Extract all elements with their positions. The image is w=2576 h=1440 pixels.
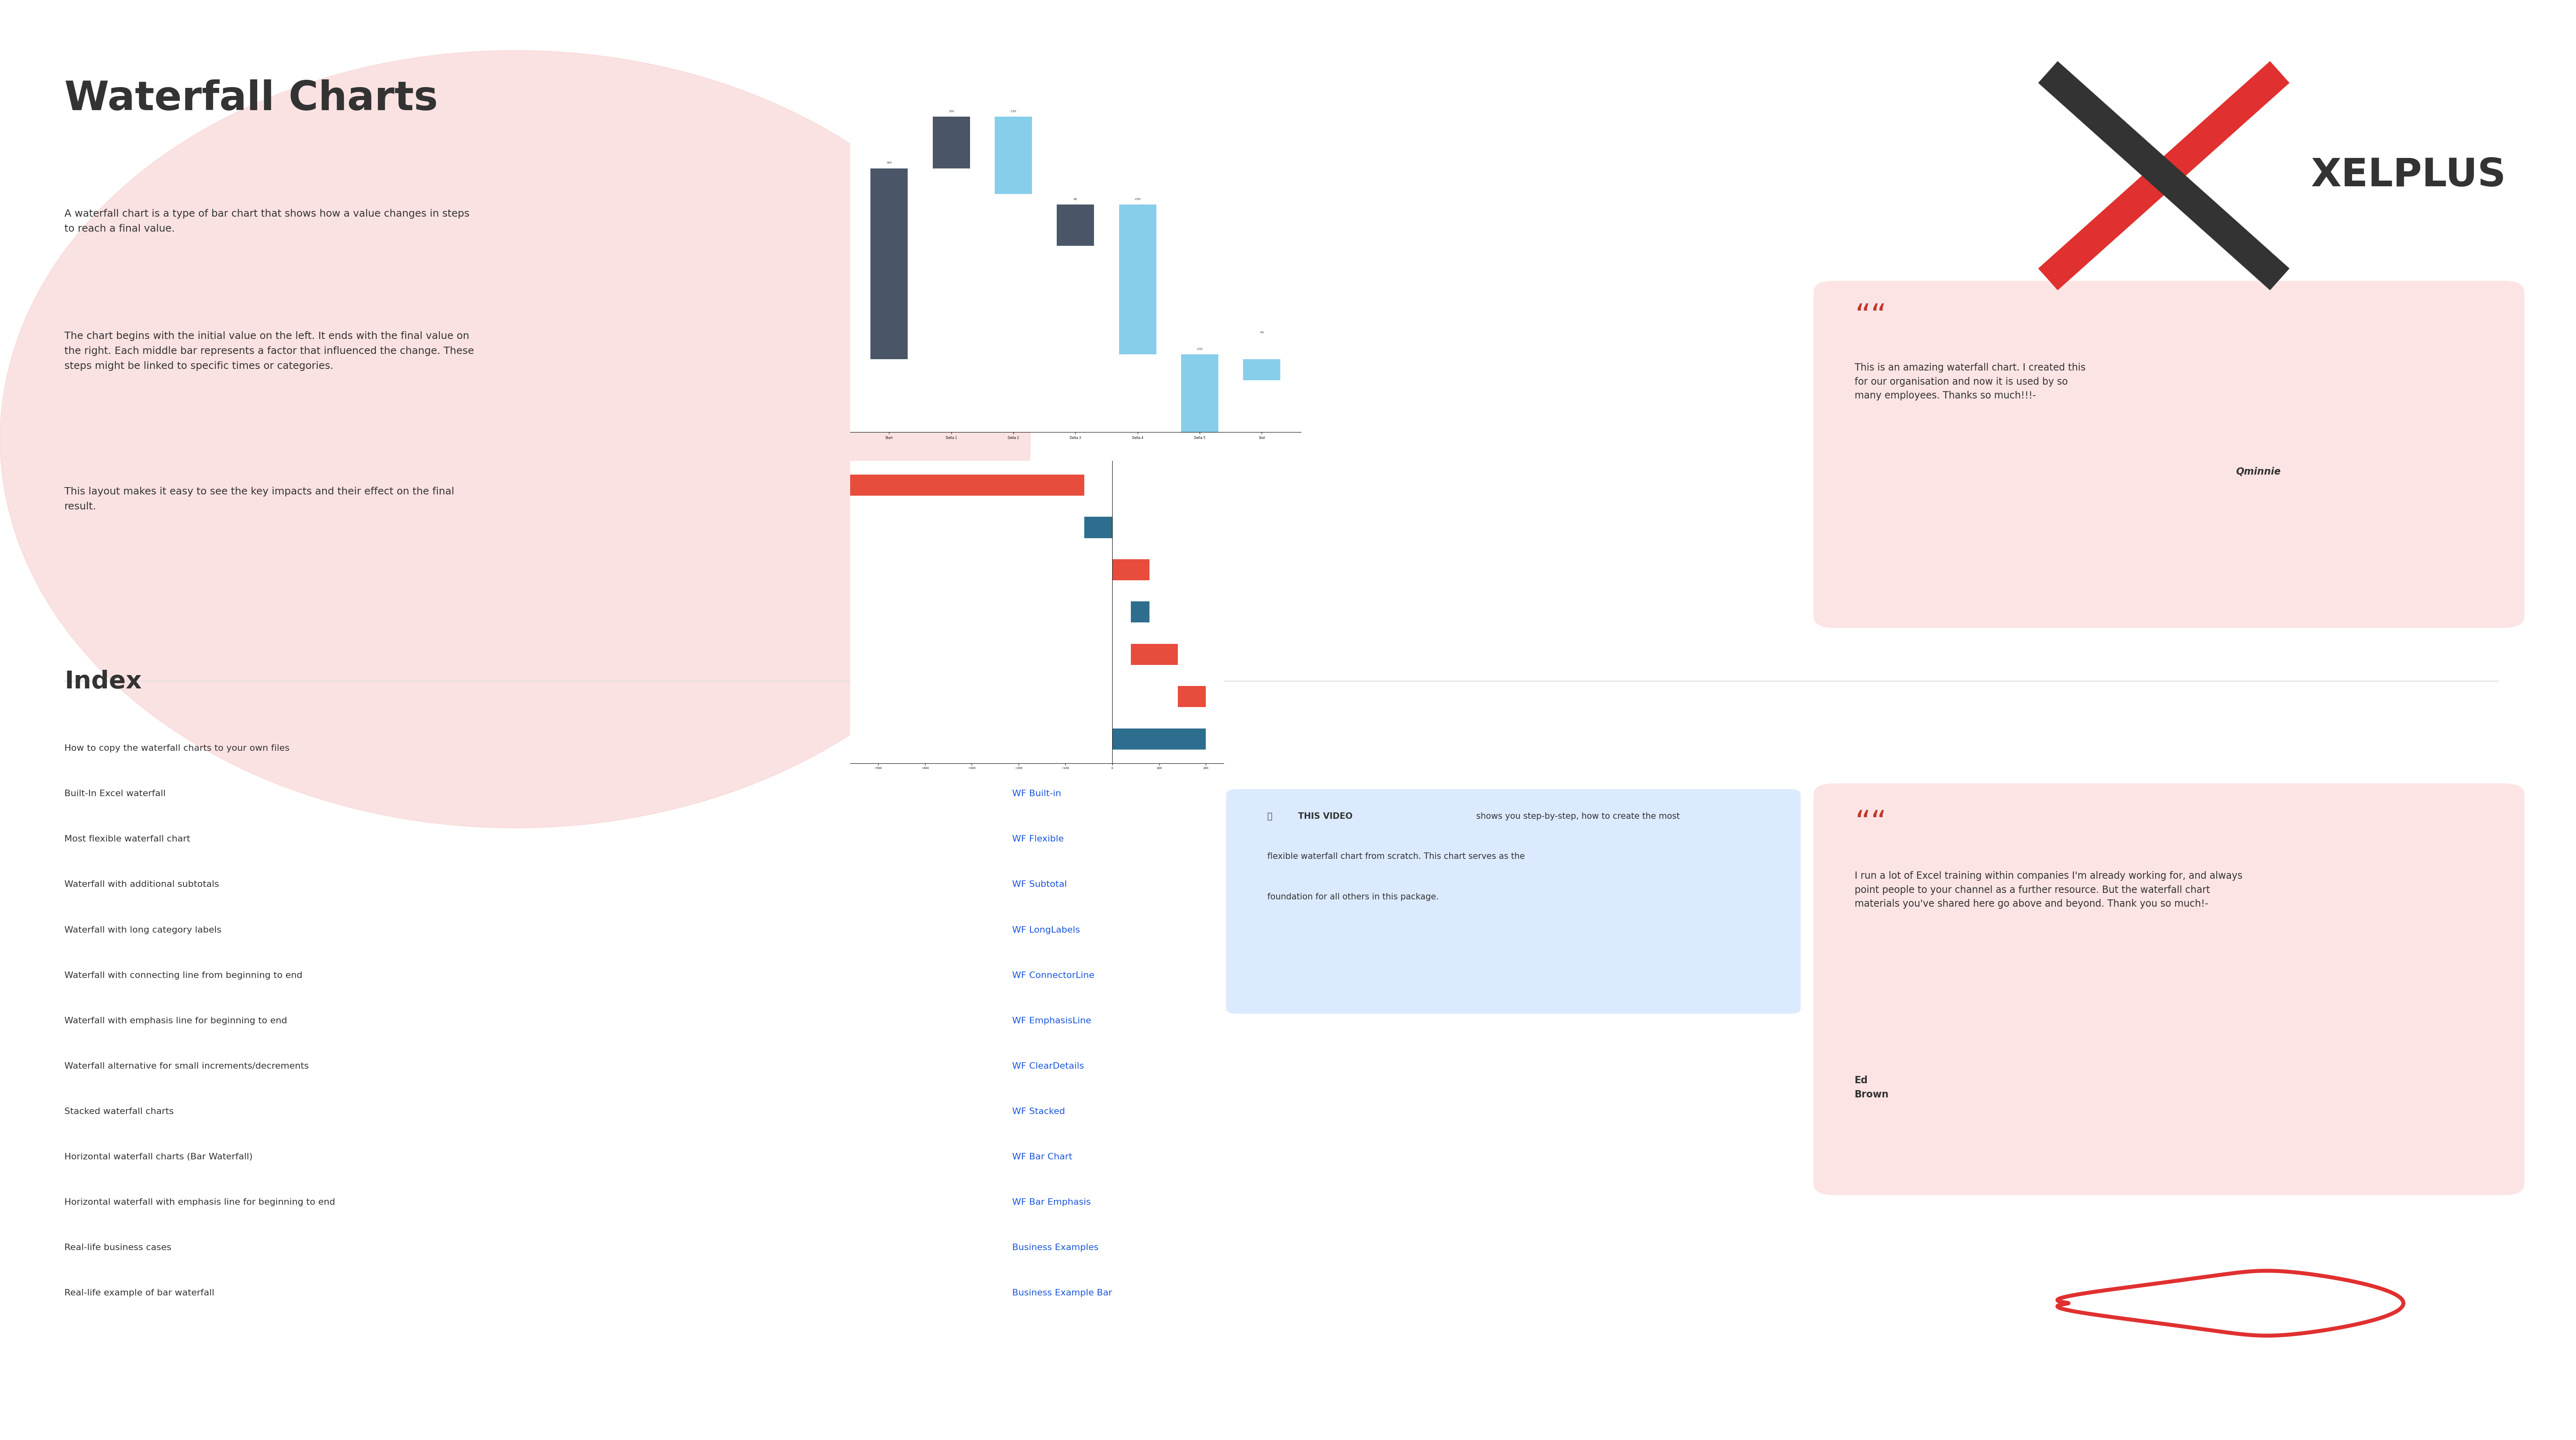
FancyBboxPatch shape [1226,789,1801,1014]
Text: Real-life example of bar waterfall: Real-life example of bar waterfall [64,1289,214,1297]
Text: shows you step-by-step, how to create the most: shows you step-by-step, how to create th… [1473,812,1680,821]
Bar [933,117,971,168]
Text: The chart begins with the initial value on the left. It ends with the final valu: The chart begins with the initial value … [64,331,474,372]
Text: WF Flexible: WF Flexible [1012,835,1064,844]
Text: Waterfall alternative for small increments/decrements: Waterfall alternative for small incremen… [64,1063,309,1070]
Text: Waterfall with additional subtotals: Waterfall with additional subtotals [64,880,219,888]
Text: This is an amazing waterfall chart. I created this
for our organisation and now : This is an amazing waterfall chart. I cr… [1855,363,2087,400]
Text: Waterfall with emphasis line for beginning to end: Waterfall with emphasis line for beginni… [64,1017,286,1025]
Text: Ed
Brown: Ed Brown [1855,1076,1888,1099]
Bar [871,168,907,359]
Text: flexible waterfall chart from scratch. This chart serves as the: flexible waterfall chart from scratch. T… [1267,852,1525,861]
Text: How To: How To [1012,744,1043,753]
Text: -150: -150 [1010,109,1018,112]
Text: WF Built-in: WF Built-in [1012,789,1061,798]
Text: WF ClearDetails: WF ClearDetails [1012,1063,1084,1070]
Text: 369: 369 [886,161,891,164]
Text: 80: 80 [1074,197,1077,200]
Text: foundation for all others in this package.: foundation for all others in this packag… [1267,893,1440,901]
Text: THIS VIDEO: THIS VIDEO [1298,812,1352,821]
Text: Index: Index [64,670,142,694]
Text: This layout makes it easy to see the key impacts and their effect on the final
r: This layout makes it easy to see the key… [64,487,453,511]
Bar [994,117,1033,194]
Text: XELPLUS: XELPLUS [2311,157,2506,194]
Text: Most flexible waterfall chart: Most flexible waterfall chart [64,835,191,844]
FancyBboxPatch shape [1814,281,2524,628]
Bar [1244,359,1280,380]
Bar [850,475,1084,495]
Text: -150: -150 [1195,348,1203,350]
Text: WF Bar Emphasis: WF Bar Emphasis [1012,1198,1092,1207]
Text: A waterfall chart is a type of bar chart that shows how a value changes in steps: A waterfall chart is a type of bar chart… [64,209,469,233]
Bar [1084,517,1113,539]
Text: Business Example Bar: Business Example Bar [1012,1289,1113,1297]
Text: Waterfall with long category labels: Waterfall with long category labels [64,926,222,935]
Text: ““: ““ [1855,809,1886,840]
Bar [1118,204,1157,354]
Text: ““: ““ [1855,302,1886,333]
Text: 📹: 📹 [1267,812,1275,821]
Text: -40: -40 [1260,331,1265,334]
Bar [1131,644,1177,665]
Text: How to copy the waterfall charts to your own files: How to copy the waterfall charts to your… [64,744,289,753]
Text: I run a lot of Excel training within companies I'm already working for, and alwa: I run a lot of Excel training within com… [1855,871,2244,909]
Text: Stacked waterfall charts: Stacked waterfall charts [64,1107,173,1116]
Text: WF Subtotal: WF Subtotal [1012,880,1066,888]
Ellipse shape [0,50,1030,828]
Text: Real-life business cases: Real-life business cases [64,1244,173,1251]
Text: WF ConnectorLine: WF ConnectorLine [1012,971,1095,979]
Text: Business Examples: Business Examples [1012,1244,1100,1251]
Text: Horizontal waterfall charts (Bar Waterfall): Horizontal waterfall charts (Bar Waterfa… [64,1152,252,1161]
Text: WF EmphasisLine: WF EmphasisLine [1012,1017,1092,1025]
Bar [1113,729,1206,749]
Text: Horizontal waterfall with emphasis line for beginning to end: Horizontal waterfall with emphasis line … [64,1198,335,1207]
Bar [1180,354,1218,432]
Text: Waterfall with connecting line from beginning to end: Waterfall with connecting line from begi… [64,971,301,979]
Text: WF Stacked: WF Stacked [1012,1107,1066,1116]
Bar [1131,602,1149,622]
Text: 100: 100 [948,109,953,112]
Text: Built-In Excel waterfall: Built-In Excel waterfall [64,789,165,798]
Text: Waterfall Charts: Waterfall Charts [64,79,438,118]
Bar [1113,559,1149,580]
Bar [1177,685,1206,707]
Bar [1056,204,1095,246]
Text: -290: -290 [1133,197,1141,200]
FancyBboxPatch shape [1814,783,2524,1195]
Text: Qminnie: Qminnie [2236,467,2280,477]
Text: WF Bar Chart: WF Bar Chart [1012,1152,1072,1161]
Text: WF LongLabels: WF LongLabels [1012,926,1079,935]
